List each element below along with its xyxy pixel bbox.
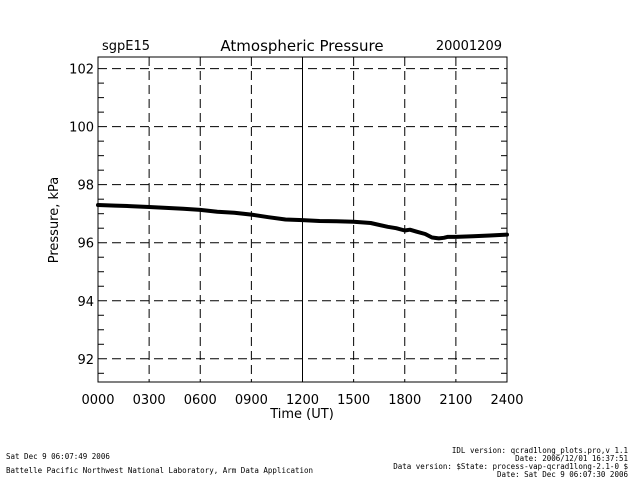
x-tick-label: 1200 (286, 393, 319, 408)
y-tick-label: 94 (77, 295, 94, 310)
plot-frame (97, 56, 508, 383)
y-minor-ticks (98, 82, 507, 374)
footer-idl-date: Date: 2006/12/01 16:37:51 (515, 454, 628, 463)
y-axis-label: Pressure, kPa (47, 177, 62, 264)
footer-left-timestamp: Sat Dec 9 06:07:49 2006 (6, 452, 110, 461)
x-tick-label: 1800 (388, 393, 421, 408)
x-tick-label: 0900 (235, 393, 268, 408)
x-tick-label: 2400 (490, 393, 523, 408)
date-label: 20001209 (436, 39, 502, 54)
footer-data-version: Data version: $State: process-vap-qcrad1… (393, 462, 628, 471)
y-tick-label: 92 (77, 353, 94, 368)
x-tick-label: 0600 (184, 393, 217, 408)
y-tick-label: 100 (69, 121, 94, 136)
footer-left-credit: Battelle Pacific Northwest National Labo… (6, 466, 314, 475)
x-tick-label: 0300 (133, 393, 166, 408)
site-label: sgpE15 (102, 39, 150, 54)
grid-lines (98, 57, 507, 382)
x-axis-label: Time (UT) (269, 407, 334, 422)
y-tick-label: 98 (77, 179, 94, 194)
pressure-series-line (96, 203, 509, 241)
x-tick-label: 0000 (81, 393, 114, 408)
y-tick-label: 96 (77, 237, 94, 252)
footer-data-date: Date: Sat Dec 9 06:07:30 2006 (497, 470, 628, 479)
x-tick-labels: 0000 0300 0600 0900 1200 1500 1800 2100 2400 (81, 393, 523, 408)
y-tick-labels: 92 94 96 98 100 102 (69, 63, 94, 368)
x-tick-label: 1500 (337, 393, 370, 408)
chart-title: Atmospheric Pressure (220, 37, 383, 55)
x-tick-label: 2100 (439, 393, 472, 408)
y-tick-label: 102 (69, 63, 94, 78)
footer-idl-version: IDL version: qcrad1long_plots.pro,v 1.1 (451, 446, 628, 455)
